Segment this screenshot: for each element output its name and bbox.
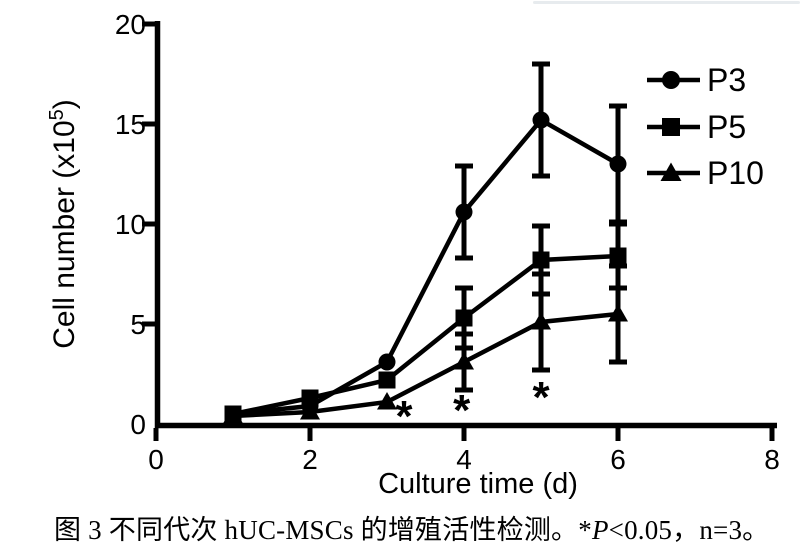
legend-label-P5: P5 xyxy=(707,109,746,145)
marker-P5-day6 xyxy=(609,247,627,265)
y-tick-label-10: 10 xyxy=(115,209,146,240)
caption-p-value-italic: P xyxy=(591,515,609,545)
y-tick-label-5: 5 xyxy=(130,309,146,340)
figure-caption: 图 3 不同代次 hUC-MSCs 的增殖活性检测。*P<0.05，n=3。 xyxy=(54,508,769,547)
y-tick-label-15: 15 xyxy=(115,109,146,140)
legend-item-P3: P3 xyxy=(647,62,746,98)
significance-asterisk-3: * xyxy=(532,373,550,422)
x-axis-title: Culture time (d) xyxy=(378,468,578,500)
marker-P5-day3 xyxy=(378,371,396,389)
marker-P10-day1 xyxy=(223,406,243,424)
marker-P10-day5 xyxy=(531,312,551,330)
y-tick-label-0: 0 xyxy=(130,409,146,440)
proliferation-line-chart: 0 5 10 15 20 0 2 4 6 8 Culture time (d) Cell number… xyxy=(46,9,780,500)
y-axis-title: Cell number (x105) xyxy=(46,99,81,349)
marker-P10-day3 xyxy=(377,392,397,410)
legend-label-P10: P10 xyxy=(707,155,764,191)
series-P3 xyxy=(224,61,627,423)
series-P10 xyxy=(223,263,628,424)
page-edge-artifact xyxy=(533,1,800,4)
marker-P3-day4 xyxy=(455,203,473,221)
marker-P10-day6 xyxy=(608,304,628,322)
line-P3 xyxy=(232,117,620,417)
marker-P10-day4 xyxy=(454,352,474,370)
legend-label-P3: P3 xyxy=(707,62,746,98)
caption-text: 图 3 不同代次 hUC-MSCs 的增殖活性检测。* xyxy=(54,515,592,545)
marker-P5-day5 xyxy=(532,251,550,269)
legend-square-marker xyxy=(662,118,680,136)
marker-P5-day4 xyxy=(455,309,473,327)
x-tick-label-0: 0 xyxy=(148,444,164,475)
marker-P5-day2 xyxy=(301,389,319,407)
marker-P10-day2 xyxy=(300,402,320,420)
legend-triangle-marker xyxy=(660,162,682,181)
x-tick-label-2: 2 xyxy=(302,444,318,475)
marker-P3-day5 xyxy=(532,111,550,129)
series-P5 xyxy=(224,221,627,423)
caption-text-tail: <0.05，n=3。 xyxy=(608,515,770,545)
x-tick-label-4: 4 xyxy=(456,444,472,475)
marker-P3-day3 xyxy=(378,353,396,371)
x-tick-label-6: 6 xyxy=(610,444,626,475)
x-tick-label-8: 8 xyxy=(764,444,780,475)
line-P5 xyxy=(232,253,619,417)
significance-asterisk-2: * xyxy=(453,386,471,435)
line-P10 xyxy=(232,311,619,419)
legend-circle-marker xyxy=(662,71,680,89)
legend-item-P10: P10 xyxy=(647,155,764,191)
legend-item-P5: P5 xyxy=(647,109,746,145)
y-tick-label-20: 20 xyxy=(115,9,146,40)
marker-P3-day6 xyxy=(609,155,627,173)
significance-asterisk-1: * xyxy=(395,392,413,441)
